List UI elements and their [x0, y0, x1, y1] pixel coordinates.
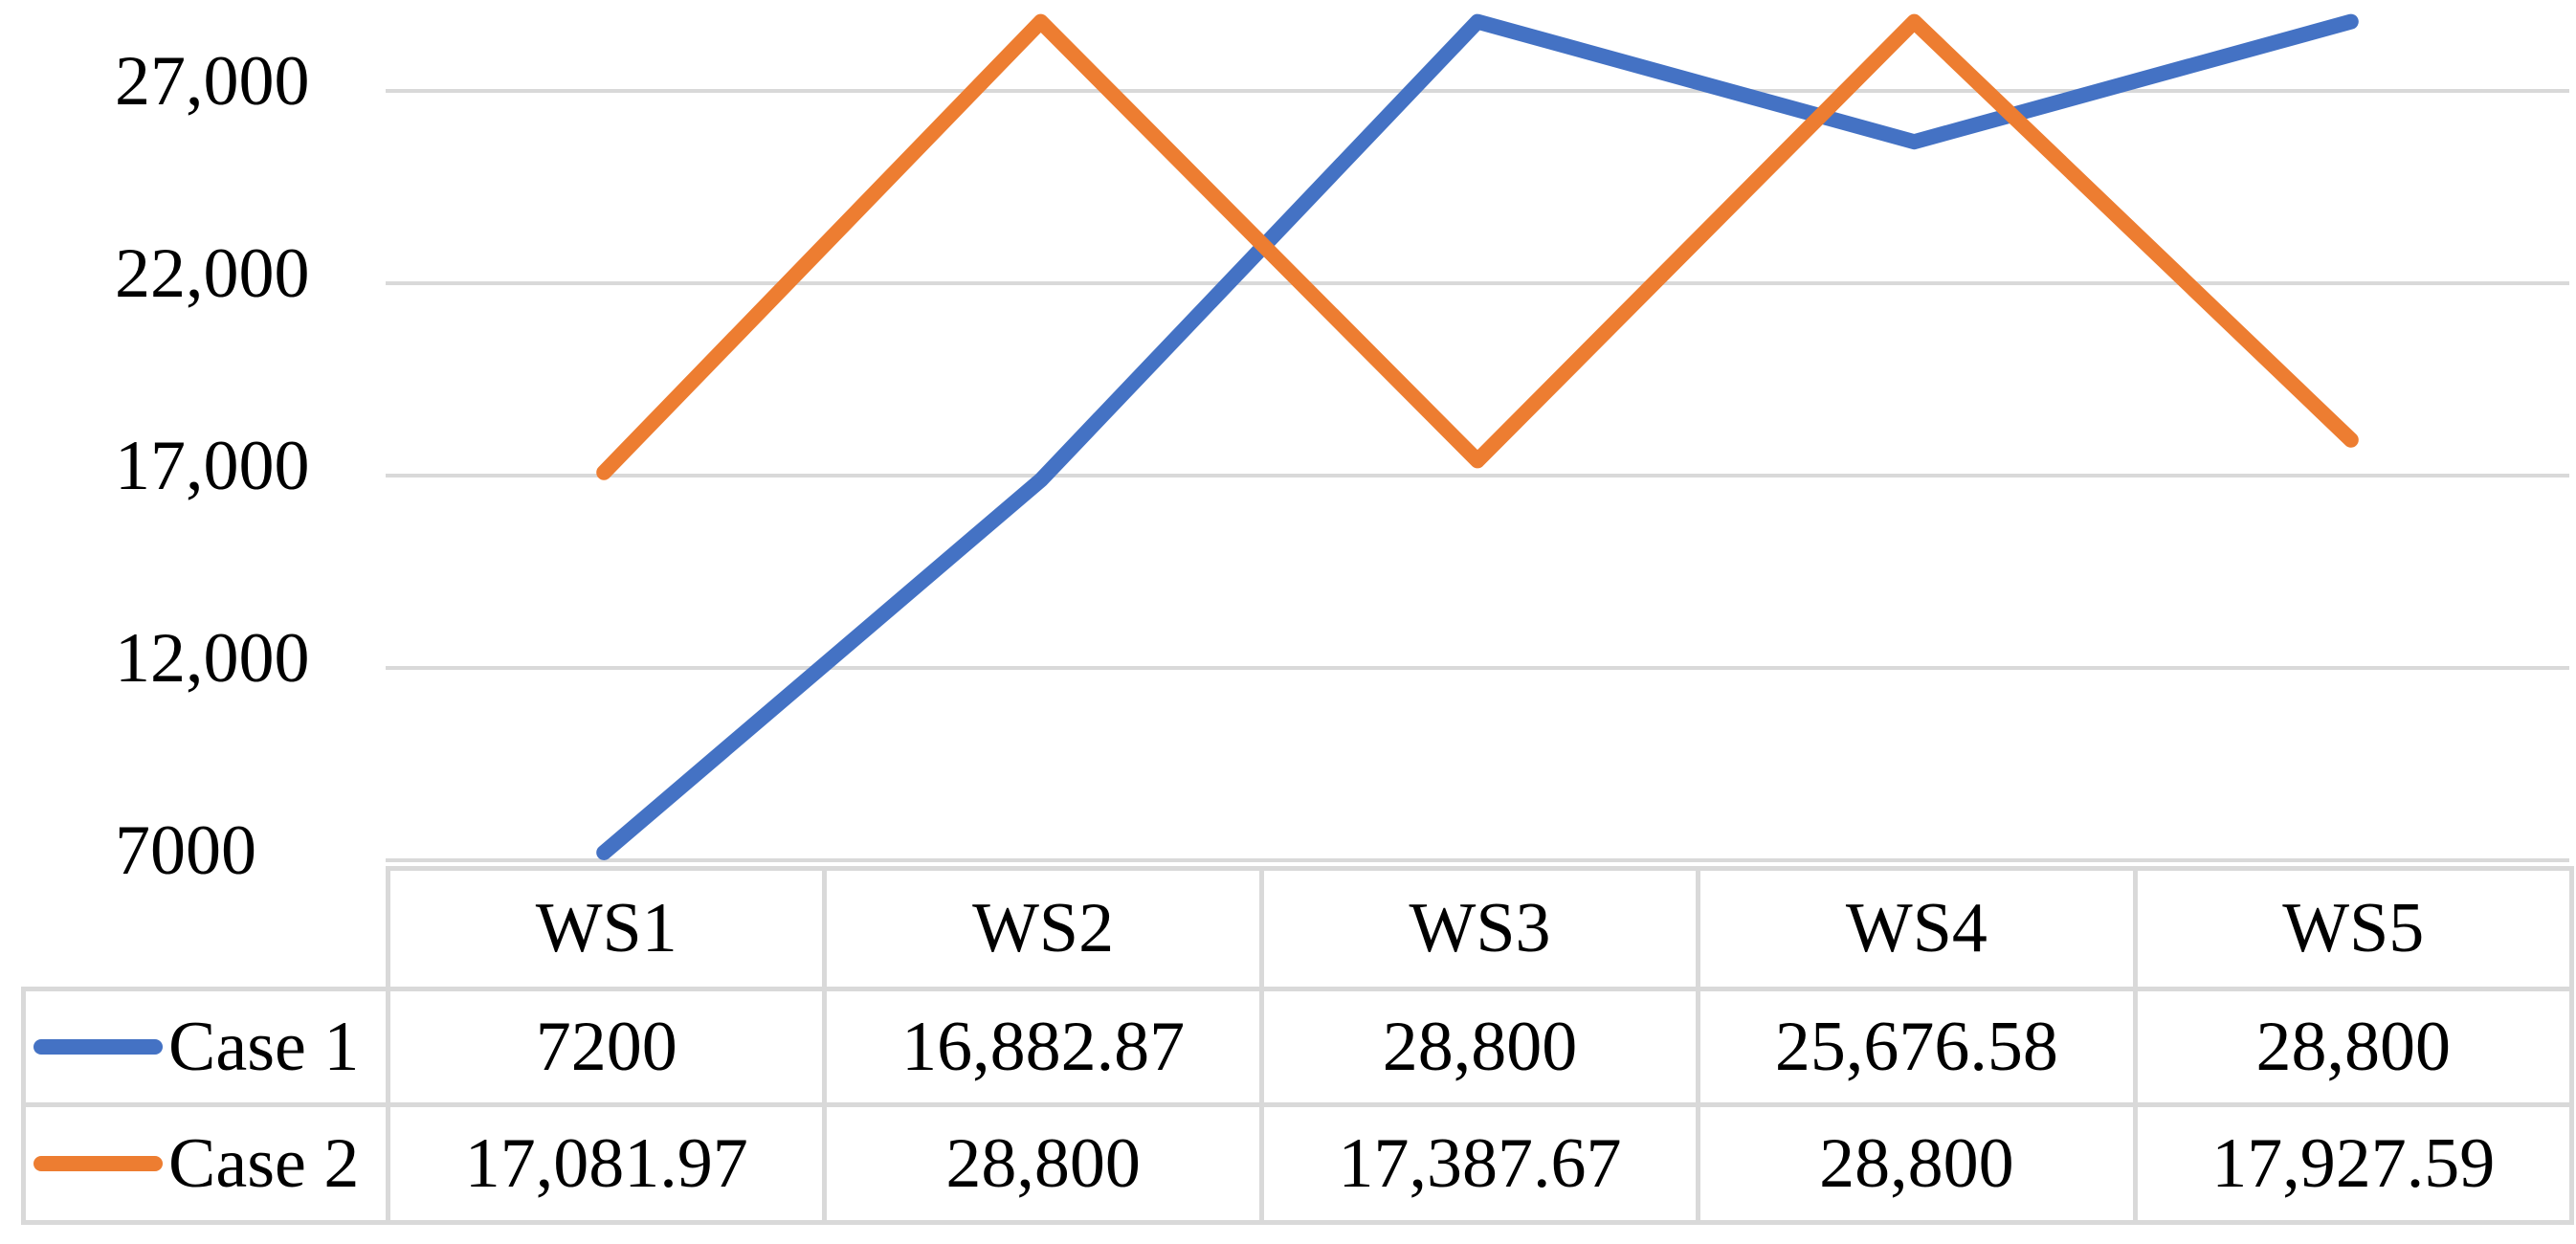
legend-cell: Case 2 — [21, 1102, 390, 1225]
table-header-cell-ws3: WS3 — [1258, 866, 1701, 991]
chart-data-table: WS1 WS2 WS3 WS4 WS5 Case 1 7200 16,882.87 28,800… — [21, 866, 2574, 1225]
table-cell-value: 28,800 — [822, 1102, 1264, 1225]
table-cell-value: 7200 — [385, 987, 828, 1107]
table-header-row: WS1 WS2 WS3 WS4 WS5 — [24, 866, 2574, 991]
y-axis-tick-label: 17,000 — [115, 427, 310, 505]
table-cell-value: 28,800 — [1696, 1102, 2138, 1225]
table-header-cell-ws1: WS1 — [385, 866, 828, 991]
table-cell-value: 25,676.58 — [1696, 987, 2138, 1107]
table-cell-value: 28,800 — [1258, 987, 1701, 1107]
table-cell-value: 17,081.97 — [385, 1102, 828, 1225]
series-line-case-2 — [596, 13, 2359, 480]
table-cell-value: 17,927.59 — [2132, 1102, 2574, 1225]
y-axis-tick-label: 27,000 — [115, 42, 310, 121]
legend-key-case-1-icon — [33, 1039, 163, 1055]
legend-label: Case 1 — [168, 1007, 360, 1086]
y-axis-tick-label: 22,000 — [115, 234, 310, 313]
table-header-cell-ws5: WS5 — [2132, 866, 2574, 991]
y-axis-tick-label: 12,000 — [115, 619, 310, 698]
y-axis-tick-label: 7000 — [115, 811, 256, 890]
table-header-cell-ws2: WS2 — [822, 866, 1264, 991]
table-cell-value: 28,800 — [2132, 987, 2574, 1107]
table-row-case-2: Case 2 17,081.97 28,800 17,387.67 28,800 17,9… — [21, 1102, 2574, 1225]
series-line-case-1 — [596, 13, 2359, 860]
table-cell-value: 16,882.87 — [822, 987, 1264, 1107]
table-corner-ghost-cell — [24, 869, 389, 989]
legend-key-case-2-icon — [33, 1156, 163, 1171]
table-header-cell-ws4: WS4 — [1696, 866, 2138, 991]
table-cell-value: 17,387.67 — [1258, 1102, 1701, 1225]
table-row-case-1: Case 1 7200 16,882.87 28,800 25,676.58 28,800 — [21, 987, 2574, 1107]
legend-cell: Case 1 — [21, 987, 390, 1107]
legend-label: Case 2 — [168, 1123, 360, 1203]
